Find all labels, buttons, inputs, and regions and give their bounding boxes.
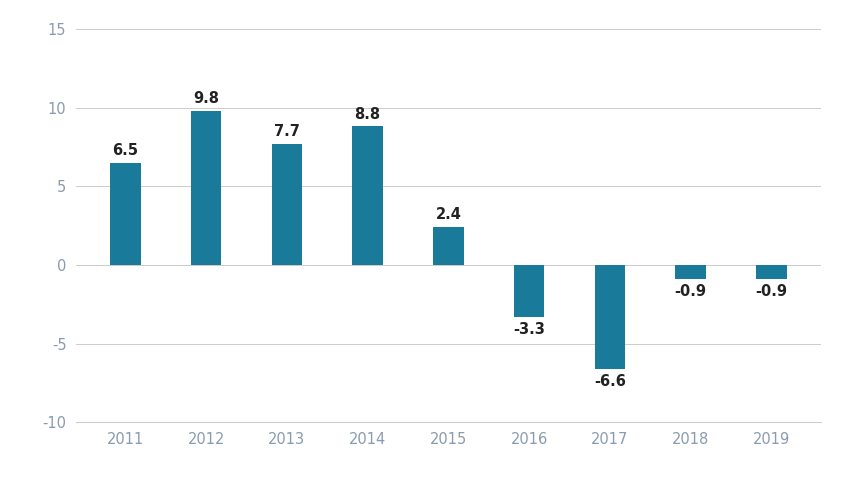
Bar — [675, 265, 706, 279]
Text: 7.7: 7.7 — [274, 124, 299, 139]
Text: 8.8: 8.8 — [354, 107, 381, 122]
Bar — [756, 265, 787, 279]
Text: 9.8: 9.8 — [193, 91, 219, 106]
Text: 6.5: 6.5 — [113, 143, 139, 158]
Bar — [514, 265, 545, 317]
Text: -3.3: -3.3 — [514, 322, 545, 336]
Bar — [595, 265, 625, 369]
Text: -0.9: -0.9 — [674, 284, 706, 299]
Text: 2.4: 2.4 — [436, 207, 461, 222]
Bar — [190, 111, 222, 265]
Text: -6.6: -6.6 — [594, 373, 626, 389]
Bar — [110, 163, 140, 265]
Text: -0.9: -0.9 — [755, 284, 788, 299]
Bar — [272, 144, 302, 265]
Bar — [352, 126, 383, 265]
Bar — [433, 227, 464, 265]
